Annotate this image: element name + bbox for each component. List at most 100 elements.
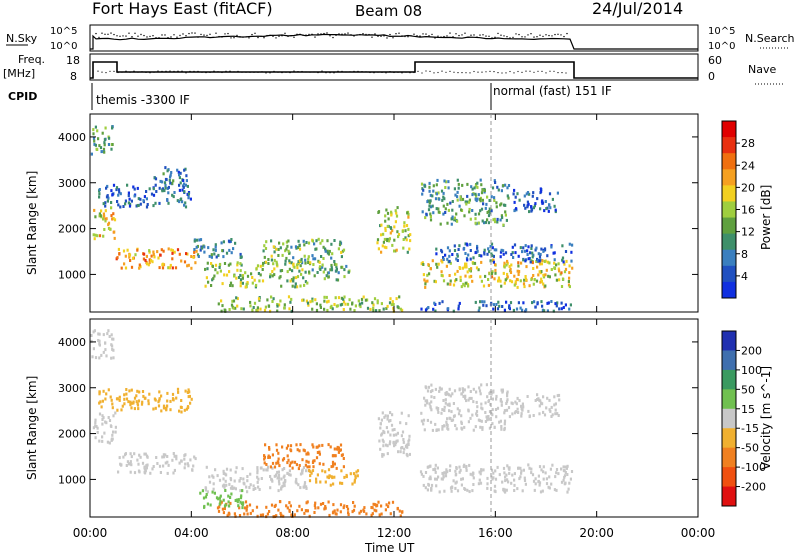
heatmap-cell (464, 252, 467, 255)
nave-point (293, 70, 295, 72)
heatmap-cell (557, 393, 561, 397)
heatmap-cell (444, 186, 447, 189)
heatmap-cell (309, 261, 312, 265)
heatmap-cell (514, 195, 517, 199)
heatmap-cell (98, 401, 101, 405)
heatmap-cell (244, 500, 248, 504)
heatmap-cell (90, 334, 93, 337)
heatmap-cell (229, 496, 232, 499)
velocity-colorbar-label: Velocity [m s^-1] (759, 366, 773, 470)
heatmap-cell (405, 224, 409, 227)
nsearch-point (299, 33, 301, 35)
heatmap-cell (279, 511, 282, 515)
heatmap-cell (504, 479, 507, 483)
heatmap-cell (469, 390, 472, 393)
heatmap-cell (304, 463, 307, 467)
heatmap-cell (342, 506, 345, 510)
heatmap-cell (339, 443, 343, 447)
nsearch-point (113, 33, 115, 36)
nsearch-point (200, 33, 202, 36)
heatmap-cell (407, 442, 410, 446)
heatmap-cell (324, 267, 327, 271)
heatmap-cell (306, 465, 309, 469)
heatmap-cell (458, 204, 461, 208)
heatmap-cell (467, 385, 470, 389)
heatmap-cell (434, 463, 437, 467)
heatmap-cell (254, 487, 257, 490)
heatmap-cell (212, 482, 215, 486)
heatmap-cell (279, 269, 282, 273)
heatmap-cell (547, 209, 550, 213)
nsearch-point (536, 36, 538, 38)
heatmap-cell (189, 458, 192, 462)
nave-point (549, 70, 551, 72)
nsearch-point (551, 35, 553, 37)
heatmap-cell (479, 199, 482, 203)
heatmap-cell (112, 212, 115, 216)
nsearch-point (386, 37, 388, 39)
heatmap-cell (255, 267, 258, 271)
heatmap-cell (538, 481, 542, 485)
heatmap-cell (521, 308, 524, 312)
heatmap-cell (466, 182, 469, 186)
heatmap-cell (236, 500, 239, 504)
heatmap-cell (302, 239, 305, 243)
heatmap-cell (426, 401, 429, 405)
heatmap-cell (246, 281, 249, 284)
heatmap-cell (240, 494, 243, 498)
heatmap-cell (286, 454, 289, 458)
heatmap-cell (245, 485, 248, 489)
heatmap-cell (227, 263, 230, 267)
nave-point (229, 70, 231, 72)
heatmap-cell (227, 500, 230, 504)
heatmap-cell (440, 250, 444, 254)
heatmap-cell (306, 509, 309, 513)
colorbar-tick-label: 16 (741, 204, 755, 217)
heatmap-cell (239, 284, 242, 288)
heatmap-cell (308, 479, 312, 483)
heatmap-cell (524, 278, 528, 281)
heatmap-cell (540, 270, 543, 273)
heatmap-cell (100, 209, 103, 213)
nave-point (389, 71, 391, 73)
heatmap-cell (461, 197, 465, 201)
heatmap-cell (172, 452, 175, 455)
heatmap-cell (251, 509, 254, 513)
heatmap-cell (332, 454, 335, 458)
heatmap-cell (130, 265, 134, 269)
heatmap-cell (248, 503, 252, 507)
heatmap-cell (152, 187, 155, 191)
heatmap-cell (485, 304, 488, 308)
heatmap-cell (171, 257, 174, 261)
heatmap-cell (423, 428, 426, 432)
heatmap-cell (164, 166, 167, 170)
nsearch-point (449, 32, 451, 34)
heatmap-cell (560, 480, 564, 484)
heatmap-cell (301, 298, 304, 302)
heatmap-cell (296, 275, 300, 279)
heatmap-cell (270, 258, 273, 262)
nsearch-point (380, 35, 382, 37)
heatmap-cell (479, 209, 482, 213)
heatmap-cell (429, 477, 432, 481)
heatmap-cell (385, 246, 388, 250)
heatmap-cell (203, 250, 206, 254)
heatmap-cell (553, 258, 556, 262)
heatmap-cell (288, 509, 291, 513)
heatmap-cell (494, 181, 497, 184)
heatmap-cell (534, 477, 537, 481)
heatmap-cell (92, 347, 95, 351)
heatmap-cell (218, 502, 221, 506)
heatmap-cell (175, 396, 178, 400)
heatmap-cell (163, 181, 167, 185)
heatmap-cell (319, 241, 322, 245)
heatmap-cell (241, 281, 244, 285)
nsearch-point (557, 33, 559, 35)
heatmap-cell (239, 477, 242, 480)
heatmap-cell (328, 513, 331, 517)
heatmap-cell (518, 399, 521, 403)
heatmap-cell (399, 450, 402, 454)
heatmap-cell (526, 200, 529, 204)
heatmap-cell (98, 339, 101, 343)
heatmap-cell (301, 458, 304, 462)
